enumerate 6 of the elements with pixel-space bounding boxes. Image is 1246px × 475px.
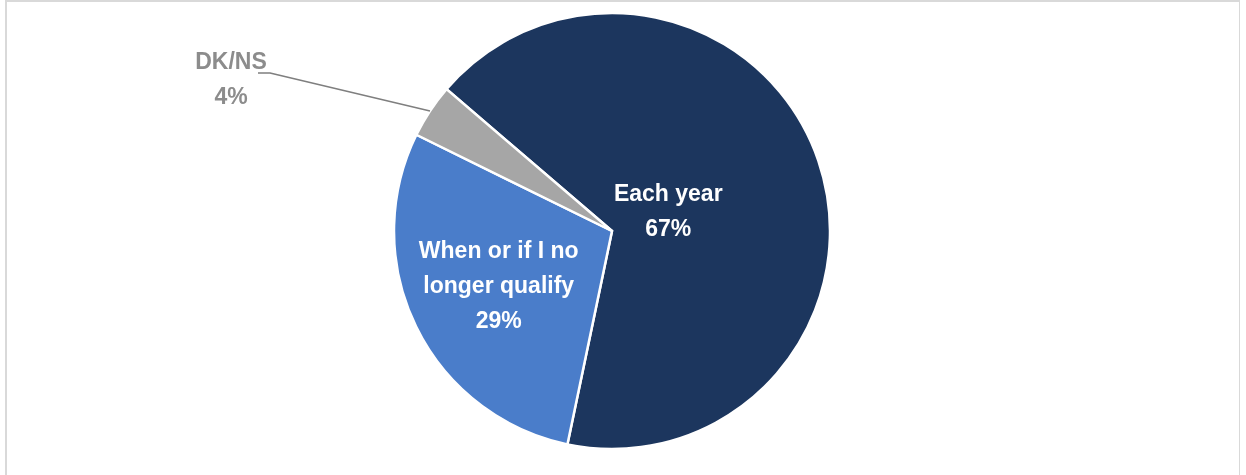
data-label: 4% <box>214 83 248 110</box>
data-label: 29% <box>475 307 522 334</box>
slice-label: Each year <box>613 180 723 207</box>
slice-label: DK/NS <box>195 48 267 75</box>
data-label: 67% <box>645 215 692 242</box>
slice-label: When or if I no longer qualify <box>418 237 579 299</box>
